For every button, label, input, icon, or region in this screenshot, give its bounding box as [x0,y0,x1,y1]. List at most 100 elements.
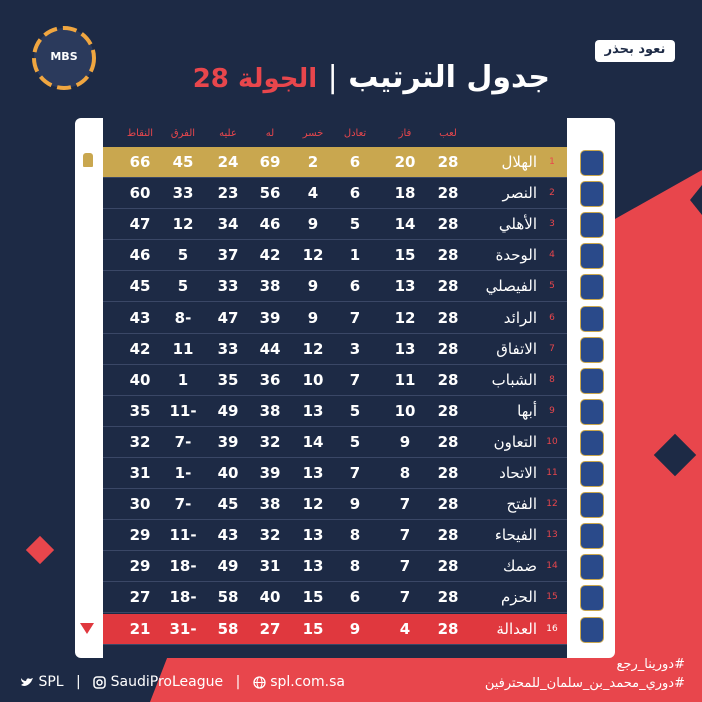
stat-cell: 6 [349,184,361,203]
column-header: تعادل [343,128,367,139]
team-logo [580,181,604,208]
rank: 3 [549,219,555,230]
stat-cell: 46 [129,246,151,265]
stat-cell: 43 [217,526,239,545]
mbs-logo-ring [32,26,96,90]
stat-cell: 28 [437,215,459,234]
stat-cell: 32 [259,432,281,451]
stat-cell: 27 [129,588,151,607]
team-name: الفتح [506,495,537,514]
column-header: النقاط [126,128,154,139]
team-logo [580,461,604,487]
team-name: الأهلي [498,215,537,234]
stat-cell: 6 [349,277,361,296]
table-row [103,365,567,396]
stat-cell: 9 [307,308,319,327]
team-logo [580,523,604,550]
team-name: الرائد [503,308,537,327]
stat-cell: -1 [174,464,192,482]
column-header: الفرق [170,128,196,139]
globe-icon [253,675,266,689]
team-logo [580,305,604,332]
social-bar: SPL | SaudiProLeague | spl.com.sa [20,674,390,690]
separator: | [327,60,338,95]
stat-cell: 10 [394,401,416,420]
team-name: النصر [502,184,537,203]
stat-cell: 18 [394,184,416,203]
team-name: الفيحاء [494,526,537,545]
stat-cell: 28 [437,184,459,203]
stat-cell: 38 [259,495,281,514]
table-row [103,551,567,583]
rank: 2 [549,188,555,199]
stat-cell: 13 [394,339,416,358]
team-name: التعاون [493,432,537,451]
table-row [103,147,567,178]
title: جدول الترتيب [348,60,550,95]
stat-cell: 56 [259,184,281,203]
social-handle: SPL [38,674,64,690]
stat-cell: 33 [217,339,239,358]
stat-cell: 28 [437,526,459,545]
table-row [103,271,567,303]
stat-cell: 13 [302,526,324,545]
rank: 6 [549,312,555,323]
stat-cell: -18 [169,557,197,576]
team-name: الاتفاق [496,339,537,358]
stat-cell: 45 [172,153,194,171]
stat-cell: 38 [259,401,281,420]
stat-cell: 30 [129,495,151,514]
stat-cell: 36 [259,370,281,389]
table-row [103,334,567,365]
stat-cell: 13 [302,557,324,576]
stat-cell: 39 [259,464,281,482]
stat-cell: 8 [349,557,361,576]
table-body [103,118,567,658]
stat-cell: 33 [172,184,194,203]
stat-cell: 28 [437,370,459,389]
table-row [103,489,567,521]
stat-cell: 11 [172,339,194,358]
rank: 1 [549,157,555,167]
rank: 5 [549,281,555,292]
stat-cell: 6 [349,153,361,171]
trophy-icon [83,153,93,167]
stat-cell: -8 [174,308,192,327]
team-logo [580,398,604,425]
stat-cell: 15 [302,619,324,638]
stat-cell: 4 [307,184,319,203]
team-logo [580,274,604,301]
rank: 10 [546,436,558,447]
stat-cell: 49 [217,401,239,420]
stat-cell: 5 [349,401,361,420]
rank: 4 [549,250,555,261]
divider: | [235,674,241,690]
stat-cell: 4 [399,619,411,638]
stat-cell: 9 [349,619,361,638]
stat-cell: 9 [307,215,319,234]
stat-cell: 58 [217,619,239,638]
table-row [103,458,567,489]
team-name: الوحدة [495,246,538,265]
stat-cell: 37 [217,246,239,265]
rank: 11 [546,468,558,478]
stat-cell: 12 [394,308,416,327]
team-logo [580,616,604,643]
stat-cell: 7 [399,495,411,514]
stat-cell: 7 [349,370,361,389]
team-logo [580,336,604,363]
table-row [103,303,567,334]
table-row [103,520,567,552]
stat-cell: 33 [217,277,239,296]
stat-cell: 7 [399,557,411,576]
stat-cell: 3 [349,339,361,358]
rank: 9 [549,405,555,416]
stat-cell: 11 [394,370,416,389]
stat-cell: 32 [129,432,151,451]
team-name: الهلال [501,153,537,171]
round: الجولة 28 [192,64,318,94]
stat-cell: -7 [174,432,192,451]
stat-cell: 28 [437,339,459,358]
